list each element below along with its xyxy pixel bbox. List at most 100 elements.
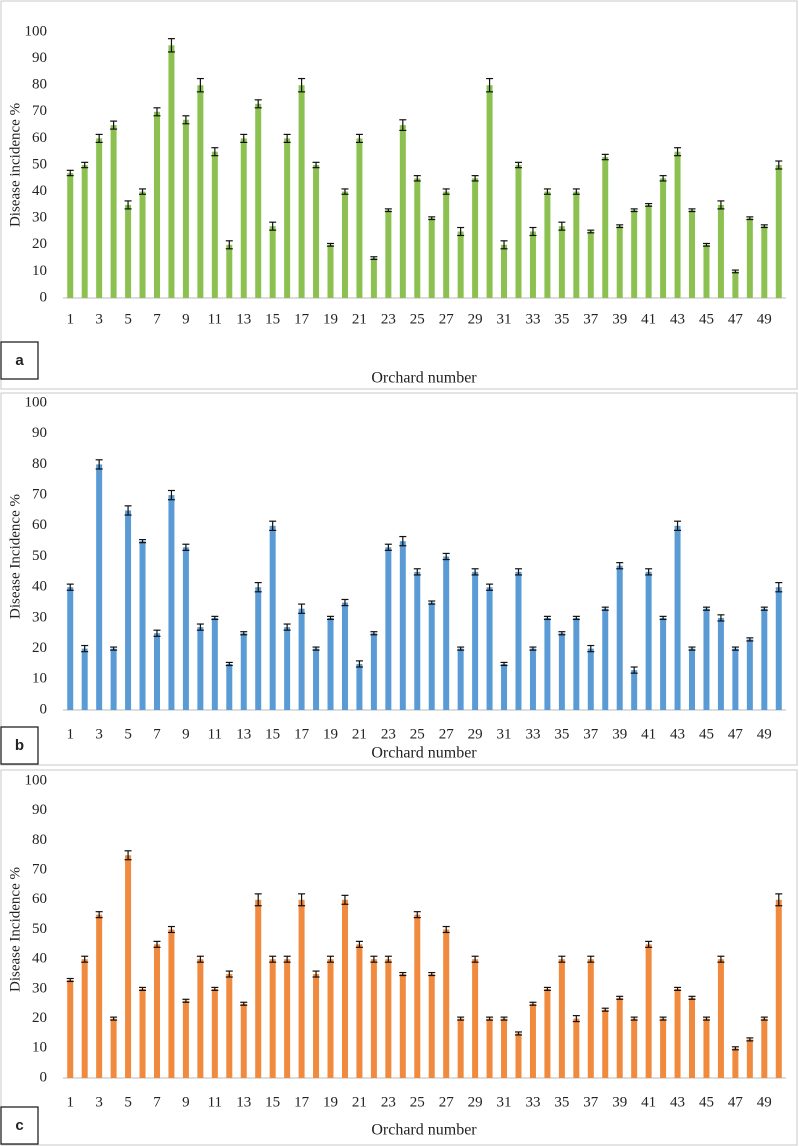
bar: [573, 1018, 580, 1078]
bar: [660, 1018, 667, 1078]
y-tick-label: 50: [32, 921, 47, 937]
bar: [515, 165, 522, 298]
bar: [269, 959, 276, 1078]
bar: [414, 571, 421, 710]
y-tick-label: 70: [32, 487, 47, 503]
bar: [457, 648, 464, 710]
x-tick-label: 47: [728, 311, 744, 327]
bar: [775, 587, 782, 710]
x-tick-label: 45: [699, 311, 714, 327]
bar: [602, 157, 609, 298]
x-tick-label: 37: [583, 311, 599, 327]
panel-border: [0, 392, 798, 766]
x-tick-label: 9: [182, 726, 190, 742]
bar: [226, 244, 233, 298]
bar: [125, 204, 132, 298]
y-tick-label: 60: [32, 891, 47, 907]
y-tick-label: 0: [40, 701, 48, 717]
bar: [746, 639, 753, 710]
x-tick-label: 9: [182, 1094, 190, 1110]
bar: [587, 648, 594, 710]
y-tick-label: 60: [32, 517, 47, 533]
y-tick-label: 30: [32, 210, 47, 226]
x-tick-label: 39: [612, 311, 627, 327]
x-tick-label: 17: [294, 726, 310, 742]
bar: [385, 210, 392, 298]
bar: [67, 587, 74, 710]
bar: [313, 165, 320, 298]
y-axis-label: Disease Incidence %: [7, 494, 23, 619]
bar: [428, 974, 435, 1078]
x-tick-label: 25: [410, 311, 425, 327]
y-axis-label: Disease incidence %: [7, 103, 23, 227]
bar: [139, 541, 146, 710]
y-tick-label: 50: [32, 156, 47, 172]
x-tick-label: 7: [153, 311, 161, 327]
x-tick-label: 39: [612, 1094, 627, 1110]
panel-border: [0, 0, 798, 390]
bar: [240, 633, 247, 710]
bar: [616, 565, 623, 710]
bar: [544, 617, 551, 710]
x-axis-label: Orchard number: [371, 745, 477, 762]
bar: [428, 218, 435, 298]
x-tick-label: 29: [468, 1094, 483, 1110]
bar: [96, 914, 103, 1078]
x-tick-label: 11: [208, 1094, 222, 1110]
bar: [298, 85, 305, 298]
x-tick-label: 1: [66, 1094, 74, 1110]
y-tick-label: 100: [25, 23, 48, 39]
bar: [472, 178, 479, 298]
bar: [515, 1033, 522, 1078]
y-tick-label: 20: [32, 236, 47, 252]
bar: [573, 191, 580, 298]
bar: [327, 959, 334, 1078]
bar: [255, 899, 262, 1078]
bar: [356, 944, 363, 1078]
bar: [631, 1018, 638, 1078]
bar: [486, 587, 493, 710]
bar: [689, 997, 696, 1078]
x-tick-label: 35: [554, 1094, 569, 1110]
x-axis-label: Orchard number: [371, 370, 477, 387]
y-tick-label: 80: [32, 832, 47, 848]
x-tick-label: 5: [124, 311, 132, 327]
bar: [674, 151, 681, 298]
y-tick-label: 20: [32, 640, 47, 656]
bar: [168, 929, 175, 1078]
bar: [544, 191, 551, 298]
x-tick-label: 15: [265, 311, 280, 327]
bar: [96, 464, 103, 710]
x-tick-label: 43: [670, 1094, 685, 1110]
bar: [269, 226, 276, 298]
x-tick-label: 19: [323, 311, 338, 327]
bar: [472, 571, 479, 710]
x-tick-label: 11: [208, 311, 222, 327]
x-tick-label: 25: [410, 726, 425, 742]
x-tick-label: 47: [728, 726, 744, 742]
bar: [486, 85, 493, 298]
bar: [515, 571, 522, 710]
y-tick-label: 100: [25, 394, 48, 410]
bar: [414, 914, 421, 1078]
bar: [356, 663, 363, 710]
x-tick-label: 41: [641, 311, 656, 327]
bar: [182, 1000, 189, 1078]
y-tick-label: 10: [32, 1040, 47, 1056]
bar: [168, 495, 175, 710]
panel-label-box: [0, 341, 39, 380]
bar: [211, 988, 218, 1078]
bar: [717, 617, 724, 710]
x-tick-label: 35: [554, 311, 569, 327]
x-tick-label: 15: [265, 1094, 280, 1110]
bar: [645, 204, 652, 298]
x-tick-label: 37: [583, 1094, 599, 1110]
bar: [529, 648, 536, 710]
y-tick-label: 90: [32, 802, 47, 818]
bar: [703, 244, 710, 298]
bar: [341, 899, 348, 1078]
x-tick-label: 3: [95, 311, 103, 327]
bar: [240, 138, 247, 298]
x-tick-label: 1: [66, 311, 74, 327]
bar: [67, 979, 74, 1078]
